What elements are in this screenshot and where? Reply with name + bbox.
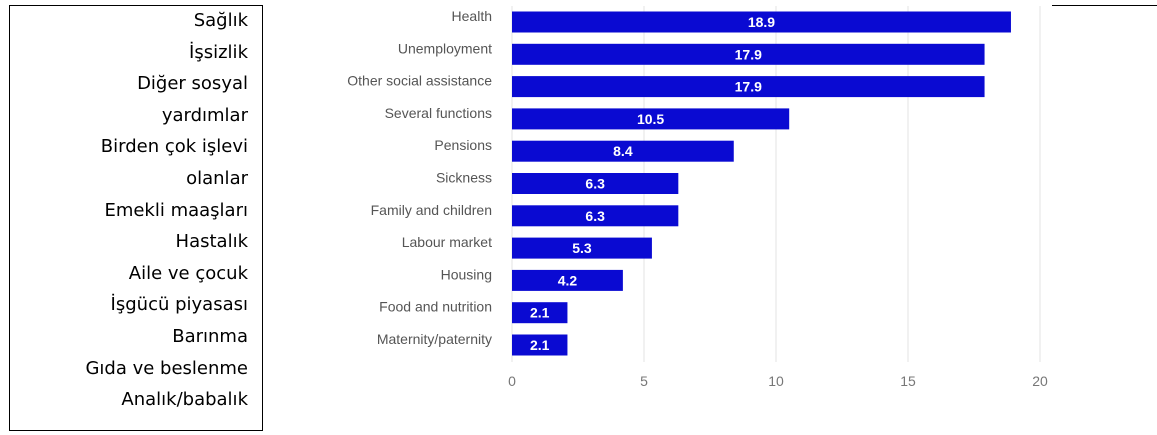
turkish-label: İşgücü piyasası xyxy=(110,294,248,316)
bar-value-label: 5.3 xyxy=(572,240,592,256)
category-labels: Health Unemployment Other social assistanc… xyxy=(347,8,492,347)
x-tick-label: 0 xyxy=(508,373,516,389)
turkish-label: Aile ve çocuk xyxy=(128,262,248,284)
x-tick-label: 15 xyxy=(900,373,916,389)
category-label: Pensions xyxy=(434,137,492,153)
turkish-label: Barınma xyxy=(172,326,248,347)
bar xyxy=(512,302,568,324)
bar-chart: 18.9 17.9 17.9 10.58.4 6.3 6.3 5.3 4.2 2.1 2.1 He… xyxy=(347,6,1048,389)
category-label: Sickness xyxy=(436,170,492,186)
turkish-label-panel: Sağlık İşsizlik Diğer sosyal yardımlar Birde… xyxy=(9,5,262,431)
bar xyxy=(512,108,790,130)
turkish-label: Sağlık xyxy=(193,10,248,31)
bar xyxy=(512,11,1011,33)
bar xyxy=(512,237,652,259)
turkish-label: yardımlar xyxy=(161,104,248,126)
category-label: Several functions xyxy=(385,105,492,121)
category-label: Other social assistance xyxy=(347,73,492,89)
x-axis-ticks: 0 5 10 15 20 xyxy=(508,373,1048,389)
turkish-label: Analık/babalık xyxy=(121,389,248,411)
bar-value-label: 17.9 xyxy=(735,79,762,95)
panel-divider xyxy=(262,5,263,431)
bar xyxy=(512,205,679,227)
bar xyxy=(512,43,985,65)
category-label: Maternity/paternity xyxy=(377,331,492,347)
bar xyxy=(512,140,734,162)
turkish-label: olanlar xyxy=(186,168,248,189)
bar xyxy=(512,173,679,194)
bar-value-label: 17.9 xyxy=(735,46,762,62)
category-label: Food and nutrition xyxy=(379,299,492,315)
bar-value-label: 6.3 xyxy=(585,176,605,192)
bar-value-label: 6.3 xyxy=(585,208,605,224)
bar-value-label: 10.5 xyxy=(637,111,664,127)
category-label: Labour market xyxy=(402,234,492,250)
category-label: Family and children xyxy=(371,202,492,218)
turkish-label: Hastalık xyxy=(175,231,248,253)
bar-value-label: 8.4 xyxy=(613,143,633,159)
bars: 18.9 17.9 17.9 10.58.4 6.3 6.3 5.3 4.2 2.1 2.1 xyxy=(512,11,1011,356)
bar-value-label: 2.1 xyxy=(530,337,550,353)
bar-value-label: 4.2 xyxy=(558,272,578,288)
turkish-label: İşsizlik xyxy=(189,41,248,63)
category-label: Health xyxy=(452,8,492,24)
category-label: Housing xyxy=(441,266,492,282)
category-label: Unemployment xyxy=(398,40,492,56)
bar-value-label: 2.1 xyxy=(530,305,550,321)
bar xyxy=(512,269,623,291)
turkish-label: Emekli maaşları xyxy=(104,199,248,221)
bar xyxy=(512,76,985,98)
turkish-label: Birden çok işlevi xyxy=(100,136,248,158)
turkish-label: Gıda ve beslenme xyxy=(85,357,248,379)
x-tick-label: 10 xyxy=(768,373,784,389)
bar-value-label: 18.9 xyxy=(748,14,775,30)
x-tick-label: 5 xyxy=(640,373,648,389)
turkish-label: Diğer sosyal xyxy=(137,73,248,95)
top-rule xyxy=(1052,5,1157,6)
x-tick-label: 20 xyxy=(1032,373,1048,389)
bar xyxy=(512,334,568,356)
